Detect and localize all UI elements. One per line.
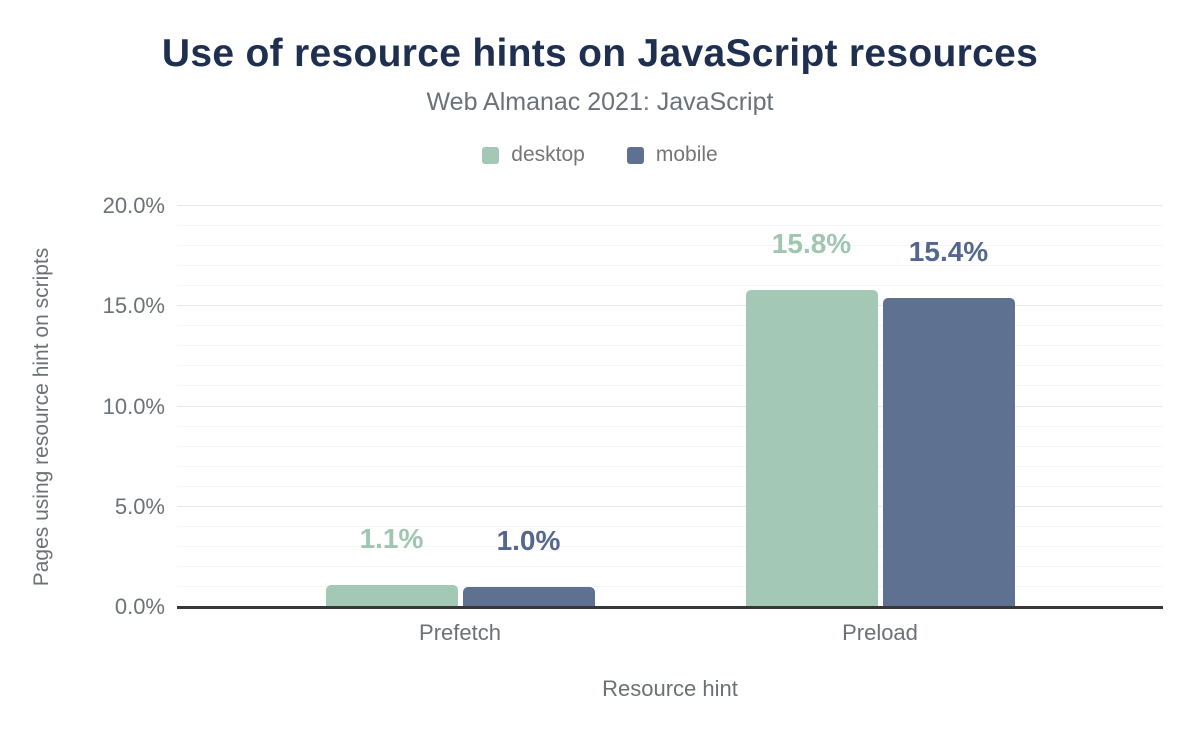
legend-item-desktop: desktop: [482, 143, 585, 167]
plot-area: 1.1% 15.8% 1.0% 15.4%: [177, 205, 1163, 609]
gridline-minor: [177, 225, 1163, 227]
y-axis-title: Pages using resource hint on scripts: [30, 247, 53, 587]
x-tick-label-preload: Preload: [842, 620, 918, 645]
y-tick-label: 20.0%: [102, 193, 165, 218]
y-tick-label: 0.0%: [114, 594, 165, 619]
gridline-major: [177, 205, 1163, 206]
bar-mobile-preload[interactable]: [882, 298, 1015, 607]
bar-label-mobile-prefetch: 1.0%: [496, 524, 561, 556]
legend-label-mobile: mobile: [655, 143, 718, 166]
gridline-major: [177, 505, 1163, 507]
bar-label-desktop-preload: 15.8%: [771, 228, 852, 260]
gridline-major: [177, 305, 1163, 307]
gridline-minor: [177, 525, 1163, 527]
legend-item-mobile: mobile: [626, 143, 718, 167]
y-tick-label: 10.0%: [102, 393, 165, 419]
gridline-minor: [177, 345, 1163, 347]
legend: desktop mobile: [0, 143, 1200, 167]
gridline-minor: [177, 425, 1163, 427]
bar-desktop-prefetch[interactable]: [325, 584, 458, 607]
gridline-minor: [177, 365, 1163, 367]
chart-title: Use of resource hints on JavaScript reso…: [161, 32, 1039, 75]
gridline-minor: [177, 545, 1163, 547]
gridline-minor: [177, 385, 1163, 387]
bar-label-mobile-preload: 15.4%: [908, 236, 989, 268]
gridline-major: [177, 405, 1163, 407]
y-tick-label: 5.0%: [114, 493, 165, 519]
bar-desktop-preload[interactable]: [745, 290, 878, 607]
gridline-minor: [177, 585, 1163, 587]
gridline-minor: [177, 445, 1163, 447]
bar-mobile-prefetch[interactable]: [462, 586, 595, 607]
x-tick-label-prefetch: Prefetch: [419, 620, 501, 645]
bar-label-desktop-prefetch: 1.1%: [359, 522, 424, 554]
legend-swatch-desktop: [482, 146, 500, 164]
gridline-minor: [177, 565, 1163, 567]
legend-label-desktop: desktop: [511, 143, 585, 166]
x-axis-title: Resource hint: [602, 676, 738, 701]
gridline-minor: [177, 325, 1163, 327]
gridline-minor: [177, 485, 1163, 487]
gridline-minor: [177, 265, 1163, 267]
gridline-minor: [177, 465, 1163, 467]
y-tick-label: 15.0%: [102, 293, 165, 319]
legend-swatch-mobile: [626, 146, 644, 164]
chart-subtitle: Web Almanac 2021: JavaScript: [426, 88, 774, 116]
gridline-minor: [177, 245, 1163, 247]
x-axis-line: [177, 606, 1163, 609]
gridline-minor: [177, 285, 1163, 287]
